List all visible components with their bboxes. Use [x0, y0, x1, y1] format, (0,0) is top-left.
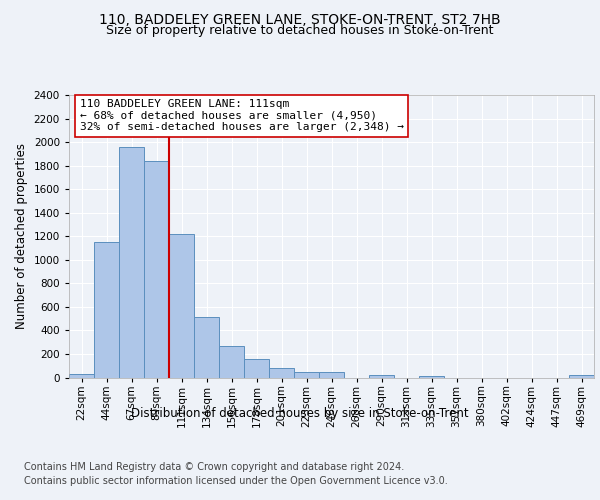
Bar — [269, 368, 294, 378]
Text: Contains HM Land Registry data © Crown copyright and database right 2024.: Contains HM Land Registry data © Crown c… — [24, 462, 404, 472]
Bar — [169, 234, 194, 378]
Bar — [94, 242, 119, 378]
Bar — [219, 346, 244, 378]
Bar — [569, 375, 594, 378]
Text: Contains public sector information licensed under the Open Government Licence v3: Contains public sector information licen… — [24, 476, 448, 486]
Bar — [69, 374, 94, 378]
Bar — [244, 360, 269, 378]
Bar — [294, 372, 319, 378]
Text: 110, BADDELEY GREEN LANE, STOKE-ON-TRENT, ST2 7HB: 110, BADDELEY GREEN LANE, STOKE-ON-TRENT… — [99, 12, 501, 26]
Bar — [144, 161, 169, 378]
Bar — [369, 374, 394, 378]
Bar — [419, 376, 444, 378]
Text: 110 BADDELEY GREEN LANE: 111sqm
← 68% of detached houses are smaller (4,950)
32%: 110 BADDELEY GREEN LANE: 111sqm ← 68% of… — [79, 99, 404, 132]
Bar — [194, 317, 219, 378]
Y-axis label: Number of detached properties: Number of detached properties — [15, 143, 28, 329]
Bar — [119, 147, 144, 378]
Text: Distribution of detached houses by size in Stoke-on-Trent: Distribution of detached houses by size … — [131, 408, 469, 420]
Bar — [319, 372, 344, 378]
Text: Size of property relative to detached houses in Stoke-on-Trent: Size of property relative to detached ho… — [106, 24, 494, 37]
